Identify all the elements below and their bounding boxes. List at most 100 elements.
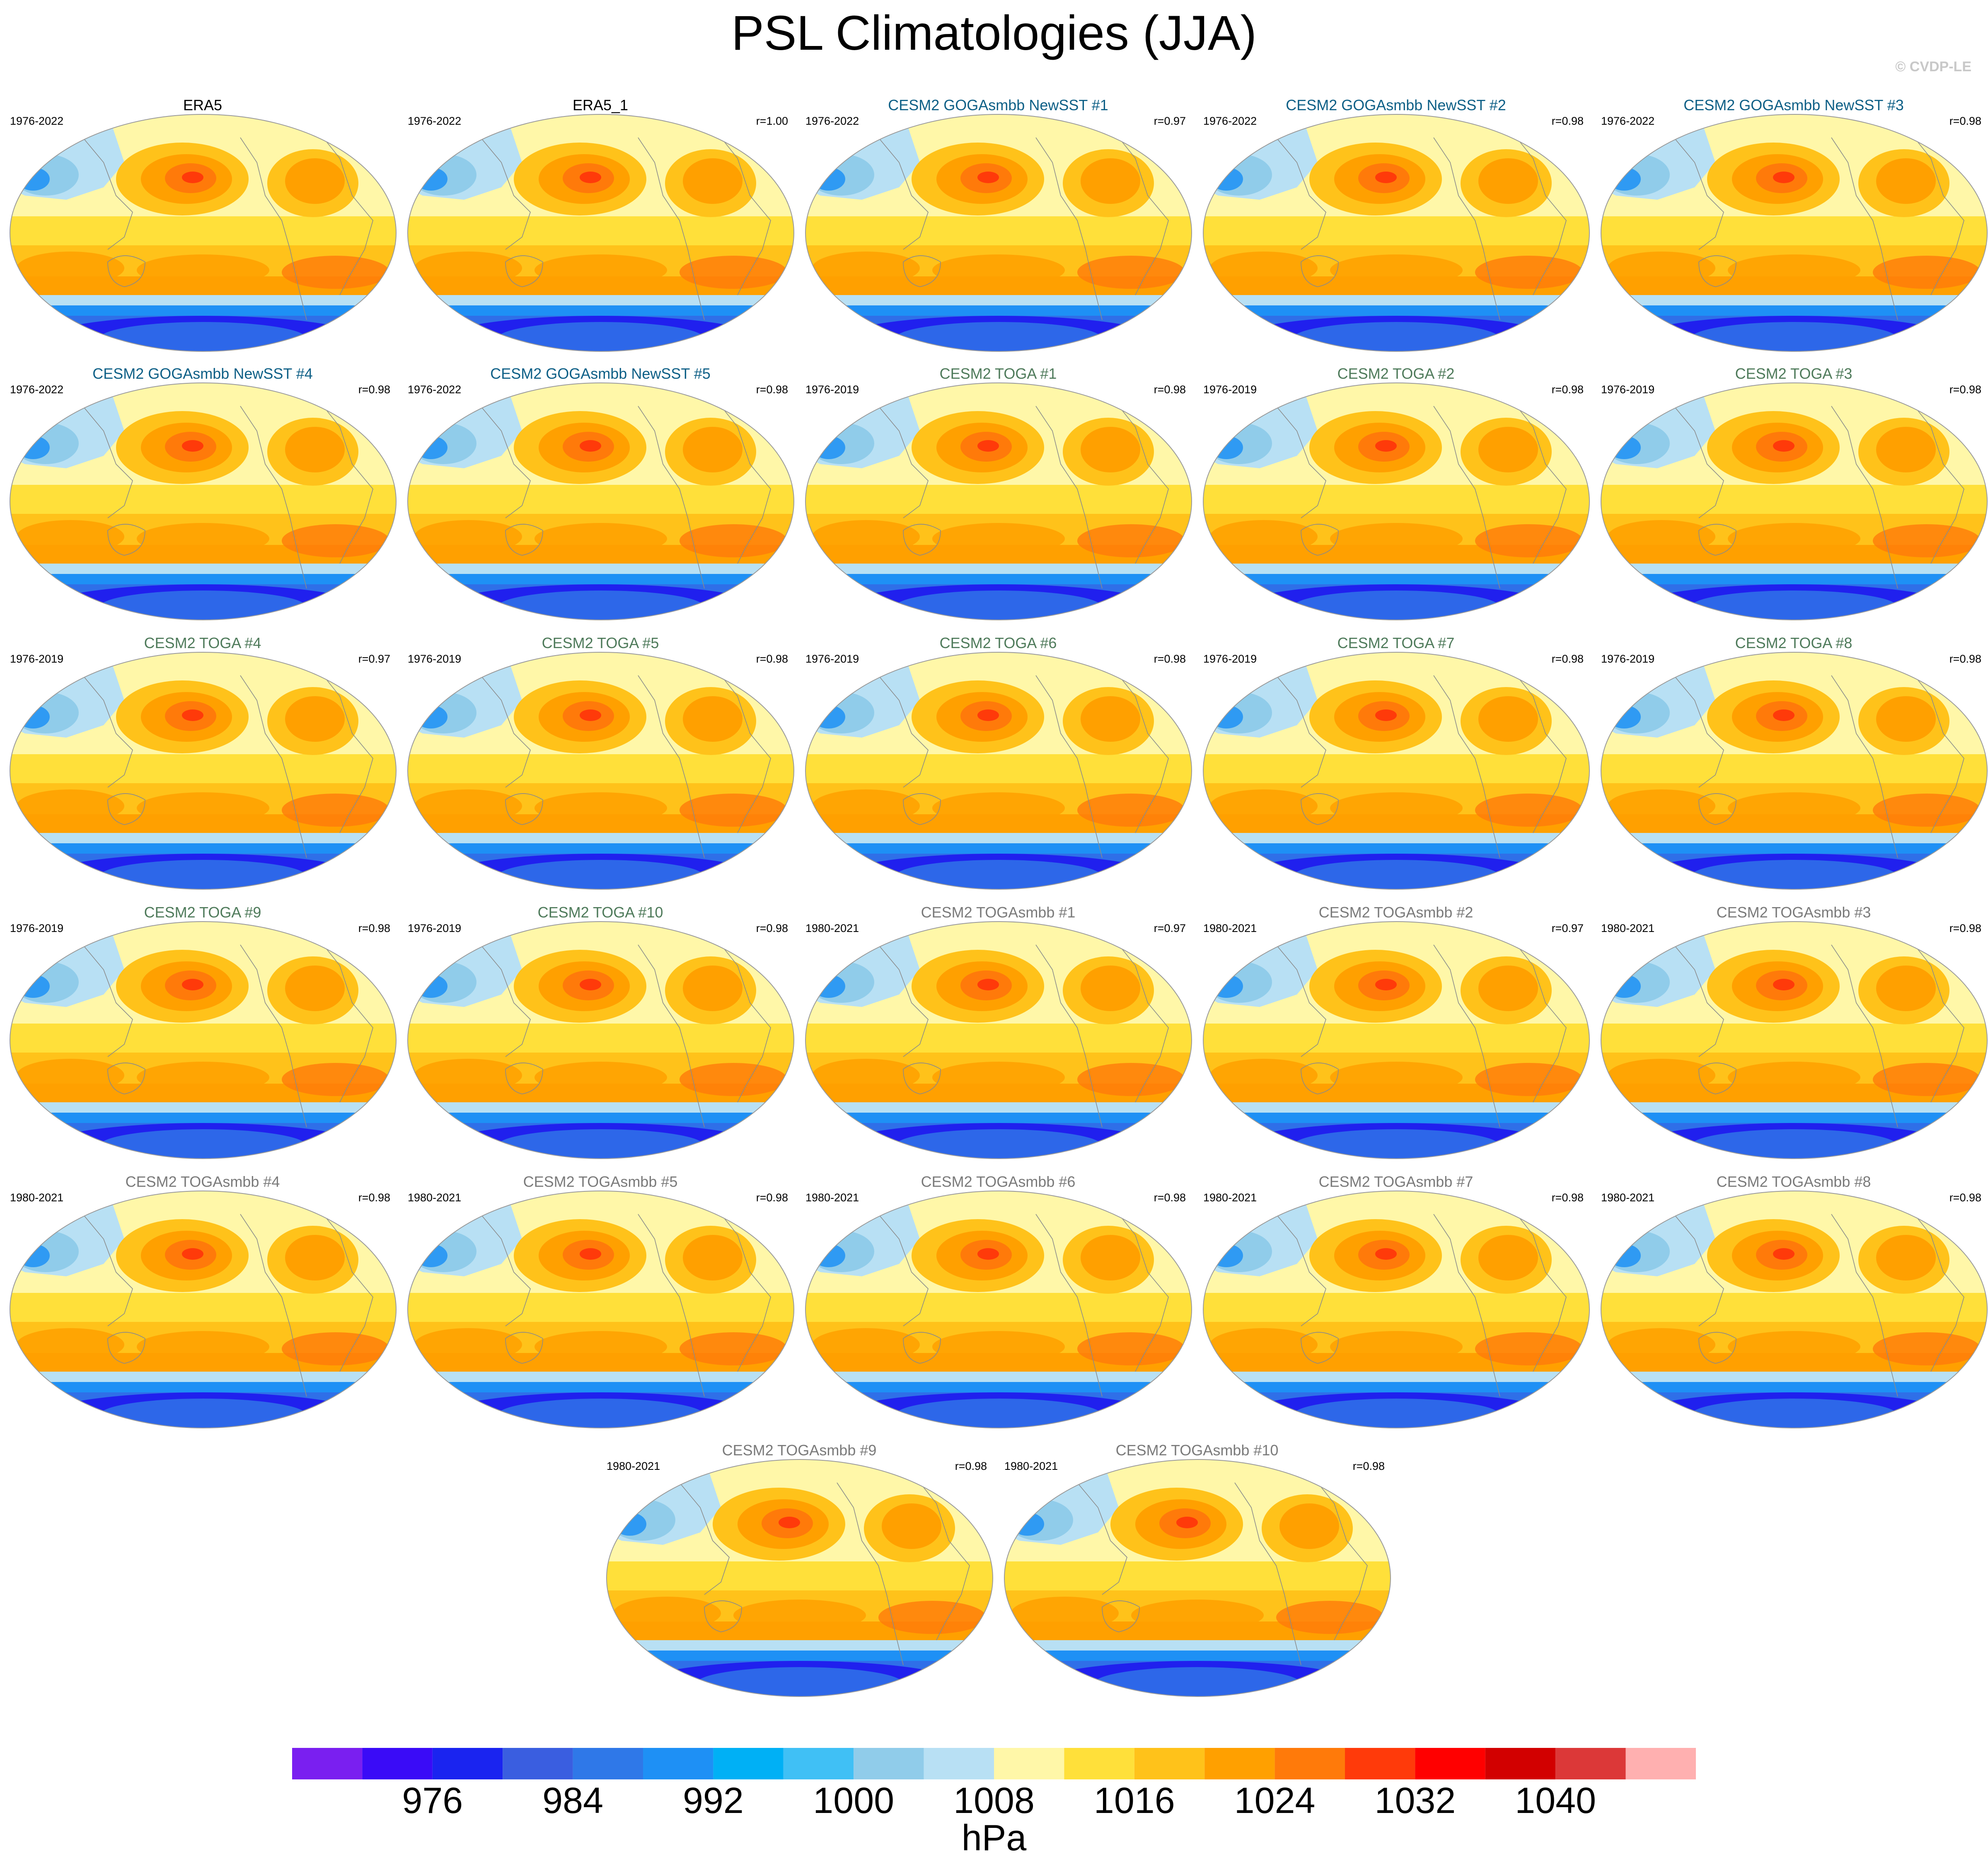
panel-period: 1976-2019 [805, 383, 859, 396]
colorbar-swatch [854, 1748, 924, 1779]
colorbar-swatch [1134, 1748, 1205, 1779]
psl-map [407, 1191, 794, 1428]
panel-correlation: r=0.98 [1352, 1460, 1385, 1472]
map-panel: CESM2 TOGA #4 1976-2019 r=0.97 [4, 634, 401, 899]
psl-map [10, 652, 397, 890]
panel-correlation: r=0.98 [1551, 1191, 1584, 1204]
panel-title: CESM2 TOGA #1 [939, 365, 1057, 382]
psl-map [1203, 652, 1590, 890]
panel-period: 1980-2021 [1601, 922, 1655, 934]
map-panel: ERA5_1 1976-2022 r=1.00 [402, 96, 799, 361]
panel-period: 1976-2022 [10, 115, 64, 127]
psl-map [1004, 1459, 1391, 1697]
panel-period: 1980-2021 [1203, 1191, 1257, 1204]
panel-correlation: r=0.98 [1949, 1191, 1981, 1204]
colorbar [292, 1748, 1696, 1779]
panel-title: CESM2 GOGAsmbb NewSST #2 [1286, 97, 1506, 114]
map-panel: CESM2 TOGAsmbb #5 1980-2021 r=0.98 [402, 1173, 799, 1438]
panel-correlation: r=0.98 [1551, 383, 1584, 396]
map-panel: CESM2 TOGAsmbb #9 1980-2021 r=0.98 [601, 1441, 998, 1706]
panel-correlation: r=0.98 [1154, 383, 1186, 396]
panel-period: 1980-2021 [607, 1460, 660, 1472]
panel-correlation: r=0.97 [1154, 922, 1186, 934]
psl-map [407, 921, 794, 1159]
map-panel: CESM2 TOGAsmbb #6 1980-2021 r=0.98 [800, 1173, 1197, 1438]
colorbar-swatch [1555, 1748, 1626, 1779]
map-panel: CESM2 TOGA #5 1976-2019 r=0.98 [402, 634, 799, 899]
colorbar-swatch [362, 1748, 433, 1779]
panel-correlation: r=0.98 [358, 383, 390, 396]
colorbar-swatch [643, 1748, 713, 1779]
panel-correlation: r=0.97 [1551, 922, 1584, 934]
panel-period: 1980-2021 [10, 1191, 64, 1204]
panel-correlation: r=0.98 [1949, 115, 1981, 127]
panel-period: 1976-2019 [805, 653, 859, 665]
psl-map [805, 1191, 1192, 1428]
panel-title: CESM2 TOGAsmbb #9 [722, 1442, 877, 1459]
psl-map [1601, 921, 1988, 1159]
panel-correlation: r=0.98 [1949, 383, 1981, 396]
panel-period: 1980-2021 [1004, 1460, 1058, 1472]
panel-title: CESM2 TOGAsmbb #10 [1115, 1442, 1279, 1459]
map-panel: CESM2 TOGA #6 1976-2019 r=0.98 [800, 634, 1197, 899]
panel-correlation: r=1.00 [756, 115, 788, 127]
colorbar-swatch [1275, 1748, 1345, 1779]
panel-title: CESM2 TOGAsmbb #4 [125, 1173, 280, 1190]
psl-map [1203, 382, 1590, 620]
panel-period: 1976-2019 [1203, 383, 1257, 396]
colorbar-tick-label: 1000 [813, 1780, 895, 1821]
panel-period: 1976-2022 [408, 115, 462, 127]
panel-period: 1976-2022 [10, 383, 64, 396]
panel-title: CESM2 TOGA #6 [939, 634, 1057, 651]
psl-map [10, 921, 397, 1159]
colorbar-tick-label: 1016 [1093, 1780, 1175, 1821]
map-panel: CESM2 GOGAsmbb NewSST #4 1976-2022 r=0.98 [4, 365, 401, 630]
colorbar-units-label: hPa [961, 1817, 1027, 1858]
panel-title: ERA5 [183, 97, 223, 114]
psl-map [1601, 652, 1988, 890]
psl-map [1601, 1191, 1988, 1428]
colorbar-tick-label: 984 [542, 1780, 604, 1821]
panel-period: 1980-2021 [1203, 922, 1257, 934]
panel-correlation: r=0.97 [358, 653, 390, 665]
panel-title: CESM2 GOGAsmbb NewSST #5 [490, 365, 711, 382]
psl-map [10, 382, 397, 620]
map-panel: CESM2 TOGAsmbb #2 1980-2021 r=0.97 [1197, 903, 1594, 1169]
panel-correlation: r=0.98 [756, 653, 788, 665]
panel-period: 1976-2019 [1601, 383, 1655, 396]
map-panel: CESM2 TOGAsmbb #1 1980-2021 r=0.97 [800, 903, 1197, 1169]
map-panel: CESM2 TOGA #8 1976-2019 r=0.98 [1595, 634, 1988, 899]
panel-title: CESM2 TOGA #2 [1337, 365, 1455, 382]
panel-period: 1976-2022 [408, 383, 462, 396]
panel-correlation: r=0.98 [1551, 653, 1584, 665]
map-panel: CESM2 TOGA #2 1976-2019 r=0.98 [1197, 365, 1594, 630]
panel-title: CESM2 TOGAsmbb #5 [523, 1173, 678, 1190]
panel-correlation: r=0.98 [1949, 653, 1981, 665]
colorbar-swatch [1204, 1748, 1275, 1779]
colorbar-tick-label: 1024 [1234, 1780, 1316, 1821]
panel-title: CESM2 TOGAsmbb #6 [921, 1173, 1076, 1190]
panel-title: CESM2 TOGA #10 [537, 904, 663, 921]
panel-period: 1976-2022 [805, 115, 859, 127]
panel-title: CESM2 TOGAsmbb #1 [921, 904, 1076, 921]
colorbar-tick-label: 1040 [1515, 1780, 1596, 1821]
panel-period: 1980-2021 [408, 1191, 462, 1204]
panel-correlation: r=0.98 [756, 922, 788, 934]
panel-title: CESM2 TOGAsmbb #7 [1318, 1173, 1473, 1190]
panel-title: CESM2 TOGA #3 [1735, 365, 1853, 382]
watermark: © CVDP-LE [1895, 59, 1971, 75]
panel-title: CESM2 TOGA #4 [144, 634, 261, 651]
psl-map [1601, 382, 1988, 620]
colorbar-swatch [783, 1748, 854, 1779]
panel-title: CESM2 GOGAsmbb NewSST #3 [1683, 97, 1904, 114]
colorbar-swatch [924, 1748, 994, 1779]
map-panel: CESM2 TOGAsmbb #10 1980-2021 r=0.98 [999, 1441, 1395, 1706]
colorbar-swatch [1345, 1748, 1415, 1779]
colorbar-swatch [573, 1748, 643, 1779]
panel-title: CESM2 TOGA #8 [1735, 634, 1853, 651]
panel-period: 1976-2019 [1203, 653, 1257, 665]
panel-correlation: r=0.98 [756, 1191, 788, 1204]
psl-map [1203, 1191, 1590, 1428]
psl-map [805, 382, 1192, 620]
